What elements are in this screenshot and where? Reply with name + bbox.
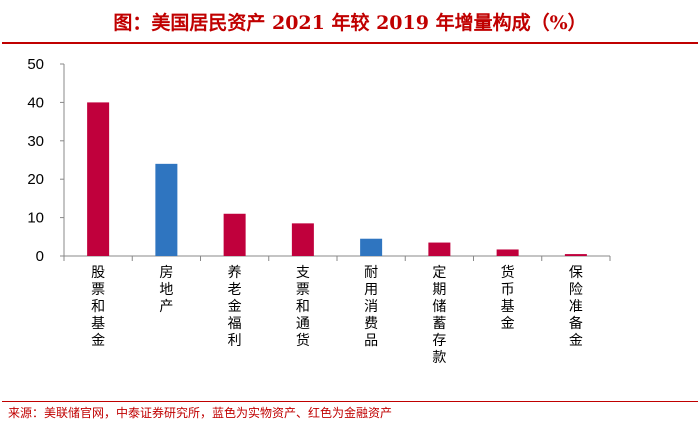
category-label: 保险准备金 [569, 265, 583, 349]
bar-6 [428, 242, 451, 256]
bar-8 [564, 254, 587, 256]
bar-3 [223, 213, 246, 256]
y-tick-label: 50 [27, 56, 44, 73]
bar-5 [360, 238, 383, 256]
bar-4 [291, 223, 314, 256]
bar-7 [496, 249, 519, 256]
category-label: 房地产 [159, 265, 173, 315]
bar-2 [155, 163, 178, 256]
category-label: 耐用消费品 [364, 265, 378, 349]
y-tick-label: 0 [36, 248, 44, 265]
category-label: 支票和通货 [296, 265, 310, 349]
category-label: 养老金福利 [228, 265, 242, 349]
category-label: 定期储蓄存款 [432, 265, 446, 366]
y-tick-label: 40 [27, 94, 44, 111]
y-tick-label: 30 [27, 133, 44, 150]
source-note: 来源：美联储官网，中泰证券研究所，蓝色为实物资产、红色为金融资产 [8, 406, 393, 420]
title-divider [2, 42, 698, 44]
y-tick-label: 10 [27, 210, 44, 227]
category-label: 货币基金 [501, 264, 515, 332]
source-divider [2, 401, 698, 402]
y-tick-label: 20 [27, 171, 44, 188]
category-label: 股票和基金 [91, 265, 105, 349]
chart-title: 图：美国居民资产 2021 年较 2019 年增量构成（%） [113, 12, 587, 34]
bar-1 [87, 102, 110, 257]
